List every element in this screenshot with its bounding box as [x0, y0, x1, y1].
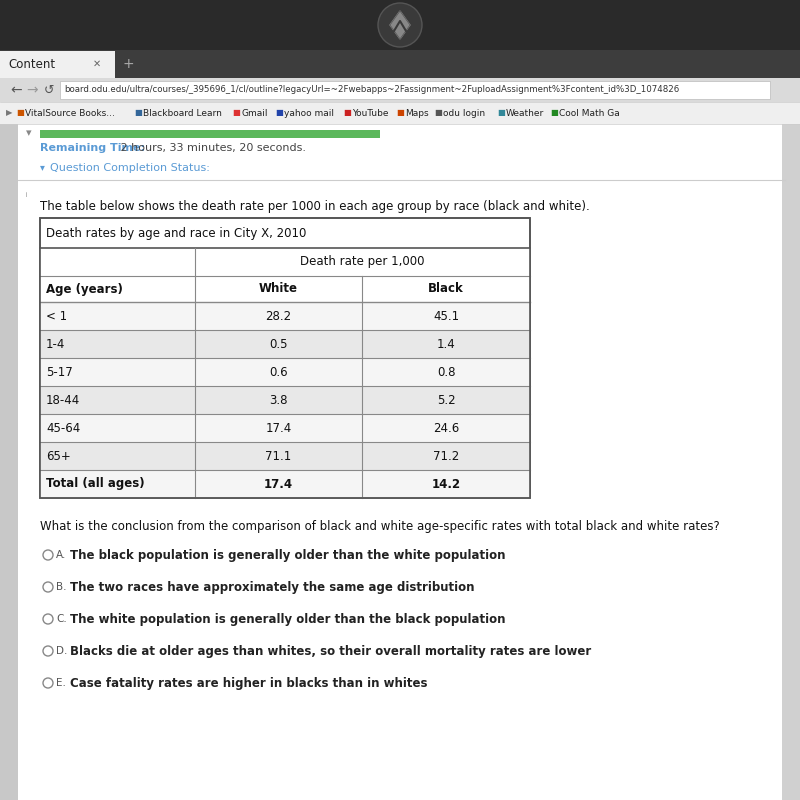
- Text: Cool Math Ga: Cool Math Ga: [559, 109, 620, 118]
- Text: ■: ■: [232, 109, 240, 118]
- Text: E.: E.: [56, 678, 66, 688]
- Text: Total (all ages): Total (all ages): [46, 478, 145, 490]
- Circle shape: [43, 582, 53, 592]
- Text: Black: Black: [428, 282, 464, 295]
- Text: Gmail: Gmail: [241, 109, 267, 118]
- Text: Age (years): Age (years): [46, 282, 123, 295]
- Text: 5-17: 5-17: [46, 366, 73, 378]
- Text: +: +: [122, 57, 134, 71]
- Bar: [40, 218, 530, 498]
- Circle shape: [43, 678, 53, 688]
- Text: 1-4: 1-4: [46, 338, 66, 350]
- Text: 5.2: 5.2: [437, 394, 455, 406]
- Text: The table below shows the death rate per 1000 in each age group by race (black a: The table below shows the death rate per…: [40, 200, 590, 213]
- Text: Question Completion Status:: Question Completion Status:: [50, 163, 210, 173]
- Bar: [40, 248, 530, 276]
- Text: Weather: Weather: [506, 109, 544, 118]
- Text: 2 hours, 33 minutes, 20 seconds.: 2 hours, 33 minutes, 20 seconds.: [117, 143, 306, 153]
- Text: ■: ■: [275, 109, 283, 118]
- Bar: [40, 330, 530, 358]
- Bar: [0, 78, 800, 102]
- Circle shape: [43, 550, 53, 560]
- Bar: [40, 276, 530, 302]
- Text: Remaining Time:: Remaining Time:: [40, 143, 145, 153]
- Text: VitalSource Books...: VitalSource Books...: [25, 109, 115, 118]
- Bar: [40, 442, 530, 470]
- Bar: [0, 124, 800, 800]
- Text: Death rate per 1,000: Death rate per 1,000: [300, 255, 425, 269]
- Bar: [40, 386, 530, 414]
- Text: < 1: < 1: [46, 310, 67, 322]
- Text: Blacks die at older ages than whites, so their overall mortality rates are lower: Blacks die at older ages than whites, so…: [70, 645, 591, 658]
- Polygon shape: [390, 11, 410, 39]
- Circle shape: [43, 646, 53, 656]
- Text: 3.8: 3.8: [270, 394, 288, 406]
- Text: 17.4: 17.4: [266, 422, 292, 434]
- Text: 24.6: 24.6: [433, 422, 459, 434]
- Text: Blackboard Learn: Blackboard Learn: [143, 109, 222, 118]
- Text: D.: D.: [56, 646, 67, 656]
- Text: C.: C.: [56, 614, 66, 624]
- Text: 0.6: 0.6: [269, 366, 288, 378]
- Text: 45.1: 45.1: [433, 310, 459, 322]
- Text: ■: ■: [134, 109, 142, 118]
- Text: board.odu.edu/ultra/courses/_395696_1/cl/outline?legacyUrl=~2Fwebapps~2Fassignme: board.odu.edu/ultra/courses/_395696_1/cl…: [64, 86, 679, 94]
- Text: ▾: ▾: [40, 163, 48, 173]
- Bar: [40, 218, 530, 498]
- Text: Maps: Maps: [405, 109, 429, 118]
- Text: ■: ■: [396, 109, 404, 118]
- Text: odu login: odu login: [443, 109, 485, 118]
- Text: ╷: ╷: [24, 188, 29, 197]
- Text: B.: B.: [56, 582, 66, 592]
- Text: 0.5: 0.5: [270, 338, 288, 350]
- Bar: [782, 124, 800, 800]
- Bar: [0, 51, 115, 78]
- Text: ←: ←: [10, 83, 22, 97]
- Text: Death rates by age and race in City X, 2010: Death rates by age and race in City X, 2…: [46, 226, 306, 239]
- Text: The two races have approximately the same age distribution: The two races have approximately the sam…: [70, 581, 474, 594]
- Text: ■: ■: [497, 109, 505, 118]
- Text: ■: ■: [343, 109, 351, 118]
- Text: 0.8: 0.8: [437, 366, 455, 378]
- Text: 71.2: 71.2: [433, 450, 459, 462]
- Text: 1.4: 1.4: [437, 338, 455, 350]
- Text: Case fatality rates are higher in blacks than in whites: Case fatality rates are higher in blacks…: [70, 677, 427, 690]
- Text: ↺: ↺: [44, 83, 54, 97]
- Circle shape: [378, 3, 422, 47]
- Bar: [40, 470, 530, 498]
- Circle shape: [43, 614, 53, 624]
- Bar: [0, 102, 800, 124]
- Text: 45-64: 45-64: [46, 422, 80, 434]
- Text: 71.1: 71.1: [266, 450, 292, 462]
- Text: YouTube: YouTube: [352, 109, 389, 118]
- Text: Content: Content: [8, 58, 55, 70]
- Bar: [0, 0, 800, 50]
- Text: 28.2: 28.2: [266, 310, 291, 322]
- Text: The white population is generally older than the black population: The white population is generally older …: [70, 613, 506, 626]
- Text: ✕: ✕: [93, 59, 101, 69]
- Text: 65+: 65+: [46, 450, 70, 462]
- Bar: [60, 81, 770, 99]
- Text: A.: A.: [56, 550, 66, 560]
- Bar: [40, 358, 530, 386]
- Bar: [0, 50, 800, 78]
- Text: The black population is generally older than the white population: The black population is generally older …: [70, 549, 506, 562]
- Text: What is the conclusion from the comparison of black and white age-specific rates: What is the conclusion from the comparis…: [40, 520, 720, 533]
- Text: ■: ■: [550, 109, 558, 118]
- Text: yahoo mail: yahoo mail: [284, 109, 334, 118]
- Text: 17.4: 17.4: [264, 478, 293, 490]
- Bar: [40, 414, 530, 442]
- Text: White: White: [259, 282, 298, 295]
- Text: 14.2: 14.2: [431, 478, 461, 490]
- Text: ▾: ▾: [26, 128, 32, 138]
- Text: ■: ■: [434, 109, 442, 118]
- Text: →: →: [26, 83, 38, 97]
- Text: ▶: ▶: [6, 109, 13, 118]
- Text: 18-44: 18-44: [46, 394, 80, 406]
- Bar: [18, 124, 782, 800]
- Text: ■: ■: [16, 109, 24, 118]
- Bar: [40, 302, 530, 330]
- Bar: [40, 130, 380, 138]
